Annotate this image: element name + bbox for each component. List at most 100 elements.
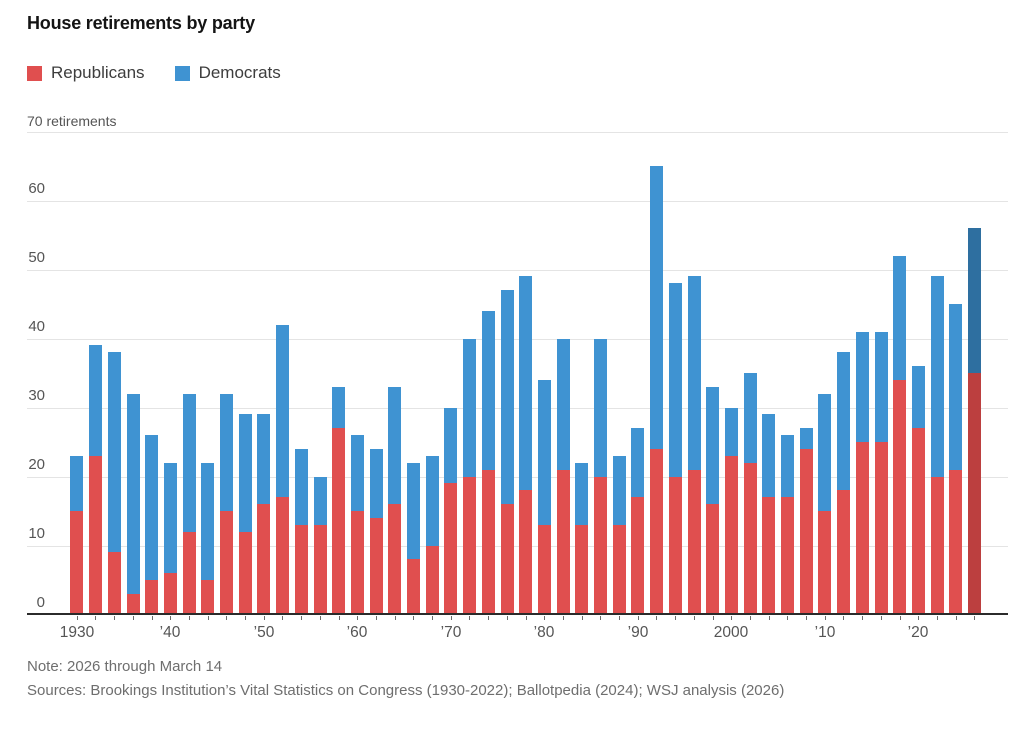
bar-1948-democrats-segment <box>239 414 252 532</box>
gridline-50 <box>27 270 1008 271</box>
x-tick-1986 <box>600 616 601 620</box>
bar-1992-democrats-segment <box>650 166 663 449</box>
bar-1952-democrats-segment <box>276 325 289 497</box>
gridline-10 <box>27 546 1008 547</box>
y-tick-label-0: 0 <box>36 594 45 611</box>
x-tick-1994 <box>675 616 676 620</box>
bar-1968-democrats-segment <box>426 456 439 546</box>
x-tick-1984 <box>582 616 583 620</box>
x-tick-1968 <box>432 616 433 620</box>
democrats-swatch-icon <box>174 65 190 81</box>
bar-1986-republicans-segment <box>594 477 607 615</box>
bar-1982-democrats-segment <box>557 339 570 470</box>
bar-2012-democrats-segment <box>837 352 850 490</box>
bar-1976-democrats-segment <box>501 290 514 504</box>
x-tick-2002 <box>750 616 751 620</box>
bar-2002-republicans-segment <box>744 463 757 615</box>
bar-1960-republicans-segment <box>351 511 364 615</box>
bar-1944-democrats-segment <box>201 463 214 580</box>
bar-2010-republicans-segment <box>818 511 831 615</box>
x-tick-2000 <box>731 616 732 620</box>
x-tick-1934 <box>114 616 115 620</box>
bar-2008-democrats-segment <box>800 428 813 449</box>
bar-1962-republicans-segment <box>370 518 383 615</box>
bar-1990-democrats-segment <box>631 428 644 497</box>
bar-1998-democrats-segment <box>706 387 719 504</box>
bar-1946-republicans-segment <box>220 511 233 615</box>
legend-label-democrats: Democrats <box>198 63 281 82</box>
x-tick-1976 <box>507 616 508 620</box>
bar-2006-republicans-segment <box>781 497 794 615</box>
bar-2000-republicans-segment <box>725 456 738 615</box>
gridline-60 <box>27 201 1008 202</box>
x-tick-1944 <box>208 616 209 620</box>
bar-1982-republicans-segment <box>557 470 570 615</box>
bar-1934-republicans-segment <box>108 552 121 615</box>
bar-1980-republicans-segment <box>538 525 551 615</box>
sources-text: Sources: Brookings Institution’s Vital S… <box>27 682 785 699</box>
bar-1972-republicans-segment <box>463 477 476 615</box>
bar-2020-republicans-segment <box>912 428 925 615</box>
bar-1984-republicans-segment <box>575 525 588 615</box>
x-tick-1988 <box>619 616 620 620</box>
bar-2018-republicans-segment <box>893 380 906 615</box>
x-tick-label-1930: 1930 <box>59 624 95 641</box>
x-tick-1956 <box>320 616 321 620</box>
bar-1938-republicans-segment <box>145 580 158 615</box>
bar-1994-republicans-segment <box>669 477 682 615</box>
bar-1962-democrats-segment <box>370 449 383 518</box>
x-axis-line <box>27 613 1008 615</box>
y-tick-label-20: 20 <box>28 456 45 473</box>
bar-1970-republicans-segment <box>444 483 457 615</box>
gridline-30 <box>27 408 1008 409</box>
note-text: Note: 2026 through March 14 <box>27 658 223 675</box>
bar-1998-republicans-segment <box>706 504 719 615</box>
bar-2014-republicans-segment <box>856 442 869 615</box>
x-tick-1982 <box>563 616 564 620</box>
bar-1936-republicans-segment <box>127 594 140 615</box>
legend-label-republicans: Republicans <box>51 63 145 82</box>
bar-2012-republicans-segment <box>837 490 850 615</box>
x-tick-1970 <box>451 616 452 620</box>
bar-2002-democrats-segment <box>744 373 757 463</box>
x-tick-2012 <box>843 616 844 620</box>
x-tick-1932 <box>95 616 96 620</box>
gridline-20 <box>27 477 1008 478</box>
x-tick-2014 <box>862 616 863 620</box>
bar-2004-democrats-segment <box>762 414 775 497</box>
x-tick-1946 <box>226 616 227 620</box>
bar-1930-democrats-segment <box>70 456 83 511</box>
x-tick-2024 <box>956 616 957 620</box>
bar-1972-democrats-segment <box>463 339 476 477</box>
bar-1996-democrats-segment <box>688 276 701 470</box>
x-tick-label-1960: ’60 <box>346 624 368 641</box>
bar-1964-republicans-segment <box>388 504 401 615</box>
bar-1974-republicans-segment <box>482 470 495 615</box>
bar-1940-democrats-segment <box>164 463 177 573</box>
y-axis-unit-label: 70 retirements <box>27 113 117 129</box>
bar-1950-democrats-segment <box>257 414 270 504</box>
bar-1934-democrats-segment <box>108 352 121 552</box>
bar-1986-democrats-segment <box>594 339 607 477</box>
bar-1974-democrats-segment <box>482 311 495 470</box>
legend: Republicans Democrats <box>27 63 281 83</box>
bar-1970-democrats-segment <box>444 408 457 483</box>
x-tick-2008 <box>806 616 807 620</box>
bar-1994-democrats-segment <box>669 283 682 477</box>
x-tick-2016 <box>881 616 882 620</box>
bar-1944-republicans-segment <box>201 580 214 615</box>
bar-1960-democrats-segment <box>351 435 364 511</box>
x-tick-1990 <box>638 616 639 620</box>
x-tick-1952 <box>282 616 283 620</box>
x-tick-1978 <box>526 616 527 620</box>
bar-1984-democrats-segment <box>575 463 588 525</box>
x-tick-1950 <box>264 616 265 620</box>
x-tick-1974 <box>488 616 489 620</box>
x-tick-2006 <box>787 616 788 620</box>
bar-1966-democrats-segment <box>407 463 420 559</box>
bar-1956-democrats-segment <box>314 477 327 525</box>
bar-1958-republicans-segment <box>332 428 345 615</box>
bar-1948-republicans-segment <box>239 532 252 615</box>
